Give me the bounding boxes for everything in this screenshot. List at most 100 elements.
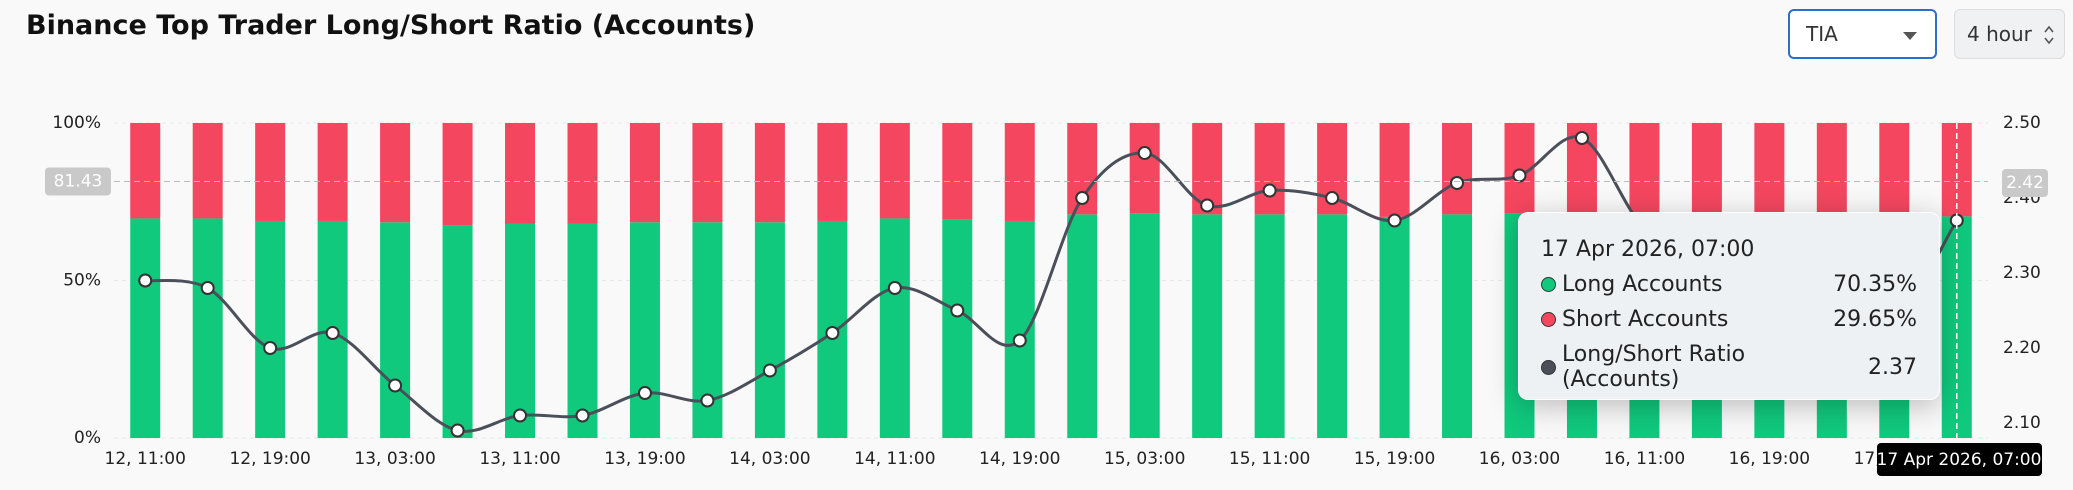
y-tick-label: 50% <box>63 271 101 291</box>
x-tick-label: 15, 11:00 <box>1229 449 1310 469</box>
x-tick-label: 13, 11:00 <box>479 449 560 469</box>
long-bar <box>255 220 286 438</box>
tooltip-dot <box>1541 277 1556 292</box>
short-bar <box>629 123 660 223</box>
ratio-point <box>200 281 215 295</box>
long-bar <box>1004 220 1035 438</box>
long-bar <box>1254 214 1285 438</box>
y2-tick-label: 2.20 <box>2003 338 2041 358</box>
symbol-select[interactable]: TIA <box>1788 9 1937 59</box>
crosshair-x-box <box>1877 443 2042 476</box>
long-bar <box>192 218 223 438</box>
ratio-point <box>1387 213 1402 228</box>
tooltip-value: 29.65% <box>1833 307 1917 332</box>
ratio-point <box>450 423 465 438</box>
ratio-point <box>762 363 777 378</box>
long-bar <box>942 219 973 438</box>
short-bar <box>1004 123 1035 221</box>
crosshair-y-box <box>45 167 111 196</box>
y2-tick-label: 2.10 <box>2003 413 2041 433</box>
x-tick-label: 15, 19:00 <box>1354 449 1435 469</box>
y2-tick-label: 2.50 <box>2003 113 2041 133</box>
long-bar <box>629 222 660 438</box>
spinner-arrows <box>2044 25 2054 45</box>
ratio-point <box>263 341 278 355</box>
ratio-point <box>1574 131 1589 145</box>
short-bar <box>505 123 536 224</box>
long-bar <box>1192 214 1223 438</box>
ratio-point <box>700 393 715 408</box>
crosshair-y2-box <box>2002 169 2048 197</box>
ratio-point <box>325 326 340 340</box>
ratio-point <box>1075 191 1090 205</box>
ratio-point <box>1012 333 1027 348</box>
ratio-point <box>825 326 840 340</box>
interval-select[interactable]: 4 hour <box>1954 9 2065 59</box>
x-tick-label: 15, 03:00 <box>1104 449 1185 469</box>
ratio-point <box>1200 198 1215 213</box>
x-tick-label: 12, 11:00 <box>105 449 186 469</box>
long-bar <box>879 218 910 438</box>
ratio-point <box>513 408 528 423</box>
long-bar <box>380 222 411 438</box>
short-bar <box>1816 123 1847 220</box>
long-bar <box>1379 216 1410 438</box>
y-tick-label: 0% <box>74 428 101 448</box>
ratio-point <box>388 378 403 393</box>
ratio-point <box>1450 176 1465 190</box>
short-bar <box>317 123 348 221</box>
tooltip-dot <box>1541 359 1556 375</box>
x-tick-label: 16, 11:00 <box>1604 449 1685 469</box>
short-bar <box>380 123 411 223</box>
short-bar <box>255 123 286 221</box>
tooltip-row: Long Accounts 70.35% <box>1541 272 1917 297</box>
short-bar <box>1629 123 1660 217</box>
dropdown-arrow <box>1903 32 1917 40</box>
interval-value: 4 hour <box>1967 22 2032 46</box>
long-bar <box>1442 214 1473 438</box>
tooltip-name: Short Accounts <box>1562 307 1729 332</box>
ratio-point <box>887 281 902 295</box>
long-bar <box>754 222 785 438</box>
tooltip-row: Long/Short Ratio (Accounts) 2.37 <box>1541 342 1917 392</box>
tooltip-value: 2.37 <box>1868 354 1917 380</box>
ratio-point <box>575 408 590 423</box>
x-tick-label: 12, 19:00 <box>229 449 310 469</box>
short-bar <box>567 123 598 224</box>
x-tick-label: 14, 03:00 <box>729 449 810 469</box>
symbol-value: TIA <box>1806 22 1838 46</box>
short-bar <box>192 123 223 219</box>
short-bar <box>817 123 848 221</box>
long-bar <box>1317 214 1348 438</box>
short-bar <box>442 123 473 226</box>
short-bar <box>692 123 723 223</box>
ratio-point <box>1325 191 1340 205</box>
x-tick-label: 13, 03:00 <box>354 449 435 469</box>
short-bar <box>1442 123 1473 215</box>
short-bar <box>879 123 910 219</box>
x-tick-label: 14, 19:00 <box>979 449 1060 469</box>
long-bar <box>567 223 598 438</box>
tooltip-title: 17 Apr 2026, 07:00 <box>1541 237 1755 262</box>
x-tick-label: 16, 03:00 <box>1479 449 1560 469</box>
tooltip-row: Short Accounts 29.65% <box>1541 307 1917 332</box>
ratio-point <box>950 303 965 318</box>
short-bar <box>1129 123 1160 214</box>
short-bar <box>130 123 161 219</box>
crosshair-y2-label: 2.42 <box>2006 173 2044 193</box>
long-bar <box>1067 214 1098 438</box>
ratio-point <box>1262 183 1277 198</box>
short-bar <box>942 123 973 220</box>
x-tick-label: 16, 19:00 <box>1729 449 1810 469</box>
ratio-point <box>637 386 652 400</box>
long-bar <box>505 223 536 438</box>
tooltip-name: Long Accounts <box>1562 272 1723 297</box>
short-bar <box>754 123 785 223</box>
x-tick-label: 14, 11:00 <box>854 449 935 469</box>
tooltip-dot <box>1541 312 1556 327</box>
y-tick-label: 100% <box>52 113 101 133</box>
crosshair-y-label: 81.43 <box>54 171 103 191</box>
long-bar <box>130 218 161 438</box>
long-bar <box>442 225 473 438</box>
